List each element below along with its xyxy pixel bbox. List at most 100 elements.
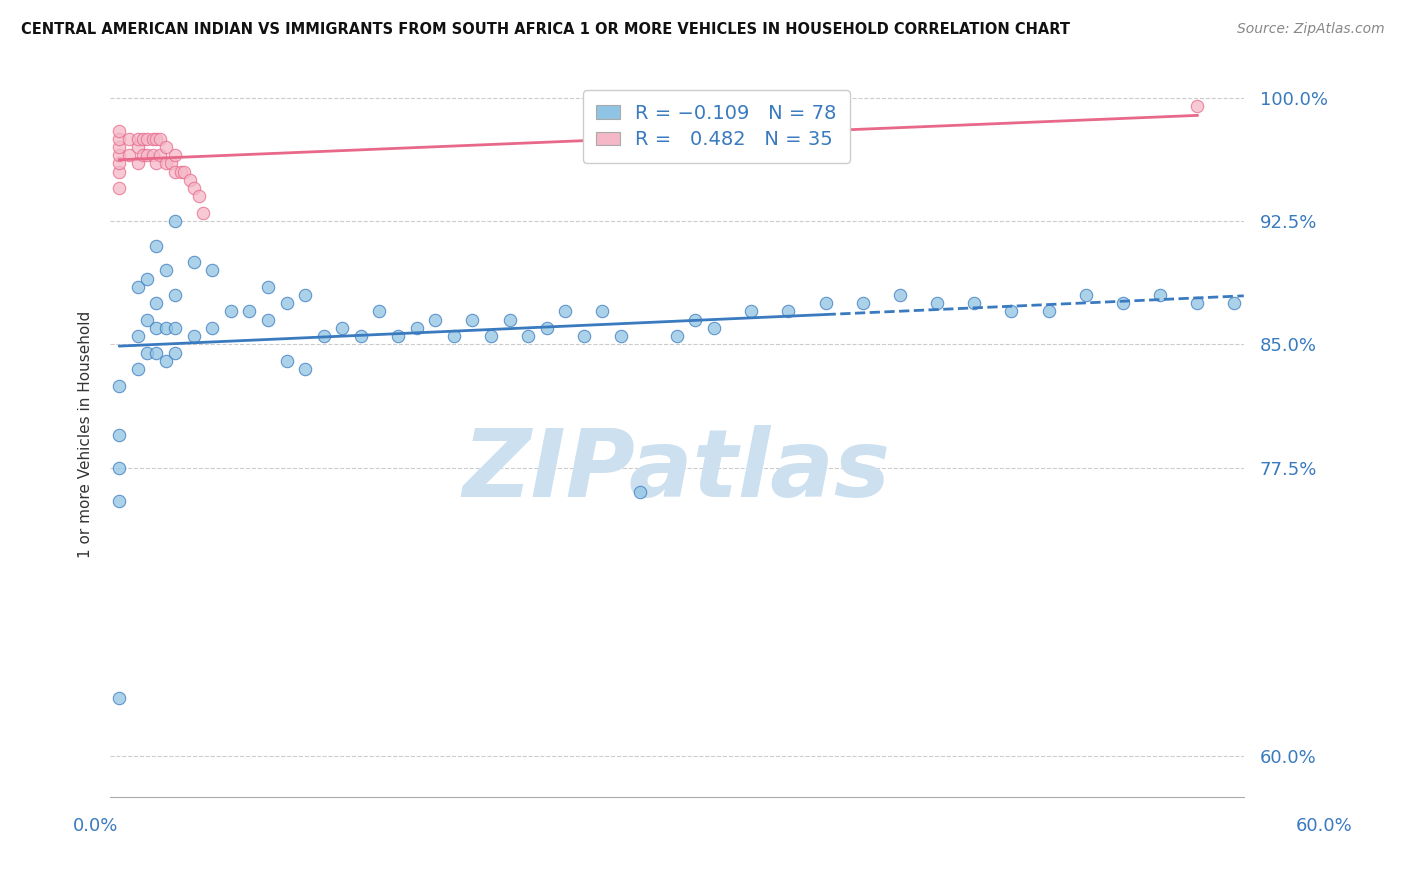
Point [142, 132, 165, 146]
Point [132, 148, 155, 162]
Point [685, 312, 707, 326]
Point [350, 329, 373, 343]
Point [814, 296, 837, 310]
Point [108, 164, 131, 178]
Text: Source: ZipAtlas.com: Source: ZipAtlas.com [1237, 22, 1385, 37]
Point [257, 280, 280, 294]
Point [963, 296, 986, 310]
Point [163, 214, 186, 228]
Point [136, 345, 159, 359]
Point [179, 173, 201, 187]
Point [127, 329, 149, 343]
Point [127, 132, 149, 146]
Point [191, 206, 214, 220]
Point [330, 321, 353, 335]
Point [925, 296, 948, 310]
Point [117, 132, 139, 146]
Point [169, 164, 191, 178]
Text: 60.0%: 60.0% [1296, 817, 1353, 835]
Point [294, 288, 316, 302]
Point [155, 354, 177, 368]
Point [108, 460, 131, 475]
Point [665, 329, 688, 343]
Point [889, 288, 911, 302]
Point [201, 263, 224, 277]
Point [136, 148, 159, 162]
Point [149, 148, 172, 162]
Point [778, 304, 800, 318]
Point [188, 189, 211, 203]
Legend: R = −0.109   N = 78, R =   0.482   N = 35: R = −0.109 N = 78, R = 0.482 N = 35 [583, 90, 851, 163]
Point [405, 321, 427, 335]
Point [145, 156, 167, 170]
Point [1187, 99, 1209, 113]
Point [1149, 288, 1171, 302]
Point [201, 321, 224, 335]
Point [1074, 288, 1097, 302]
Point [108, 148, 131, 162]
Point [108, 493, 131, 508]
Point [312, 329, 335, 343]
Text: CENTRAL AMERICAN INDIAN VS IMMIGRANTS FROM SOUTH AFRICA 1 OR MORE VEHICLES IN HO: CENTRAL AMERICAN INDIAN VS IMMIGRANTS FR… [21, 22, 1070, 37]
Point [572, 329, 595, 343]
Point [219, 304, 242, 318]
Point [1000, 304, 1022, 318]
Text: 0.0%: 0.0% [73, 817, 118, 835]
Point [183, 181, 205, 195]
Point [183, 255, 205, 269]
Point [127, 156, 149, 170]
Point [425, 312, 447, 326]
Point [155, 263, 177, 277]
Point [1038, 304, 1060, 318]
Point [145, 321, 167, 335]
Point [127, 280, 149, 294]
Point [117, 148, 139, 162]
Point [479, 329, 502, 343]
Point [163, 148, 186, 162]
Point [461, 312, 484, 326]
Point [387, 329, 409, 343]
Point [108, 123, 131, 137]
Y-axis label: 1 or more Vehicles in Household: 1 or more Vehicles in Household [79, 311, 93, 558]
Point [145, 238, 167, 252]
Point [163, 288, 186, 302]
Point [108, 140, 131, 154]
Point [155, 156, 177, 170]
Point [132, 132, 155, 146]
Point [498, 312, 520, 326]
Point [108, 428, 131, 442]
Point [173, 164, 195, 178]
Point [238, 304, 260, 318]
Point [368, 304, 391, 318]
Point [108, 132, 131, 146]
Point [536, 321, 558, 335]
Point [1112, 296, 1135, 310]
Point [443, 329, 465, 343]
Point [108, 181, 131, 195]
Point [554, 304, 576, 318]
Point [1223, 296, 1246, 310]
Point [703, 321, 725, 335]
Point [145, 132, 167, 146]
Point [108, 156, 131, 170]
Point [163, 164, 186, 178]
Point [610, 329, 633, 343]
Point [149, 132, 172, 146]
Point [628, 485, 651, 500]
Point [127, 362, 149, 376]
Point [155, 321, 177, 335]
Point [145, 345, 167, 359]
Point [136, 312, 159, 326]
Point [1187, 296, 1209, 310]
Point [517, 329, 540, 343]
Point [257, 312, 280, 326]
Point [592, 304, 614, 318]
Point [183, 329, 205, 343]
Text: ZIPatlas: ZIPatlas [463, 425, 891, 517]
Point [136, 271, 159, 285]
Point [136, 132, 159, 146]
Point [740, 304, 762, 318]
Point [163, 345, 186, 359]
Point [294, 362, 316, 376]
Point [142, 148, 165, 162]
